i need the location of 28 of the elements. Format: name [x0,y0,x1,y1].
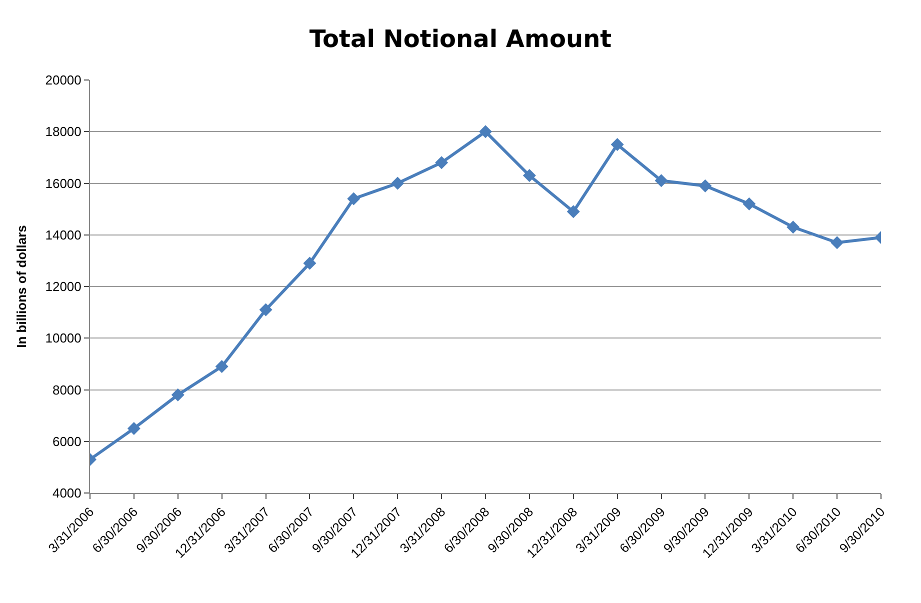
point [522,169,536,182]
chart-title: Total Notional Amount [309,24,612,53]
point [610,138,624,152]
point [259,303,272,316]
y-tick-label: 10000 [45,330,82,346]
point [742,197,756,210]
y-tick-label: 18000 [45,124,82,140]
point [127,422,140,435]
y-tick-label: 14000 [45,227,82,242]
point [698,179,712,192]
point [566,205,580,218]
y-tick-label: 20000 [45,72,82,88]
point [830,236,844,250]
y-tick-label: 6000 [52,434,82,449]
point [479,125,492,138]
y-axis-title: In billions of dollars [14,225,30,348]
point [786,220,800,234]
point [303,256,316,270]
point [171,388,184,402]
y-tick-label: 12000 [45,279,82,294]
y-tick-label: 16000 [45,176,82,191]
y-tick-label: 8000 [52,382,82,398]
point [215,360,228,374]
point [391,176,404,190]
y-tick-label: 4000 [52,486,82,501]
point [435,156,448,170]
point [347,192,360,206]
point [654,174,668,188]
